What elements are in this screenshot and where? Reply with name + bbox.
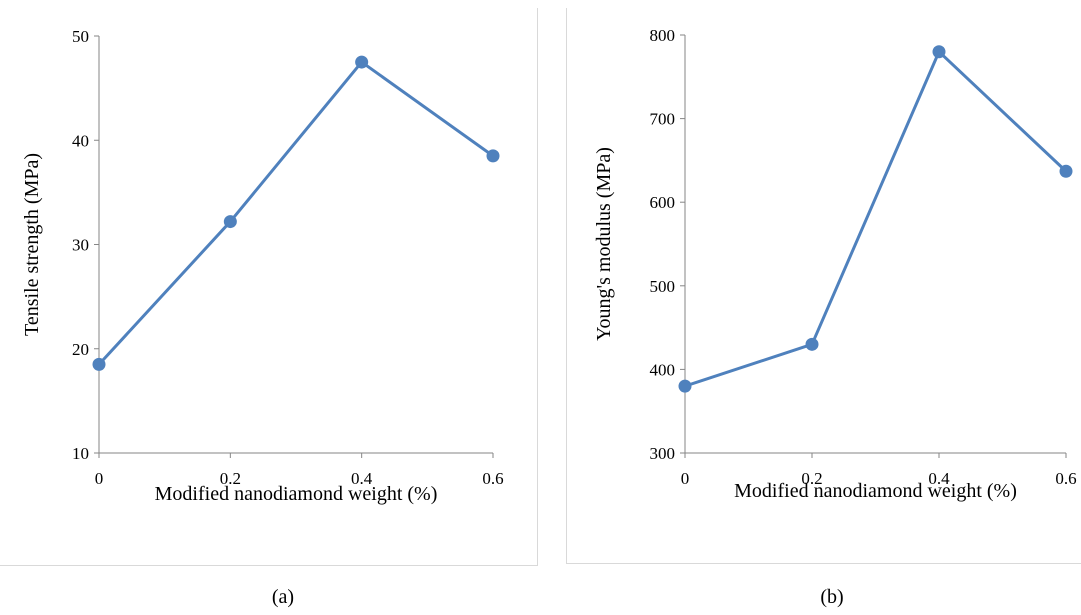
data-point [1059, 164, 1073, 178]
x-tick-label: 0.2 [801, 469, 822, 488]
y-tick-label: 50 [72, 27, 89, 46]
data-point [932, 45, 946, 59]
data-point [486, 149, 500, 163]
youngs-modulus-chart: 300 400 500 600 700 800 0 0.2 0.4 0.6 Modified nan… [593, 26, 1077, 502]
x-tick-label: 0 [681, 469, 690, 488]
y-tick-label: 30 [72, 236, 89, 255]
data-point [805, 337, 819, 351]
series-line [97, 60, 494, 366]
y-tick-label: 40 [72, 131, 89, 150]
x-tick-label: 0 [95, 469, 104, 488]
x-axis-label: Modified nanodiamond weight (%) [155, 483, 438, 505]
series-line [684, 50, 1068, 388]
y-tick-label: 800 [650, 26, 676, 45]
y-tick-label: 500 [650, 277, 676, 296]
x-axis-label: Modified nanodiamond weight (%) [734, 480, 1017, 502]
y-axis-label: Tensile strength (MPa) [21, 153, 43, 336]
y-tick-label: 400 [650, 360, 676, 379]
x-tick-label: 0.6 [1055, 469, 1076, 488]
data-point [92, 357, 106, 371]
tensile-strength-chart: 10 20 30 40 50 0 0.2 0.4 0.6 Modified nanodiamond… [21, 27, 504, 505]
data-point [223, 215, 237, 229]
y-axis-label: Young's modulus (MPa) [593, 147, 615, 341]
caption-a: (a) [271, 586, 295, 608]
y-tick-label: 20 [72, 340, 89, 359]
chart-panel-b [566, 8, 1081, 564]
data-point [678, 379, 692, 393]
y-tick-label: 10 [72, 444, 89, 463]
caption-b: (b) [820, 586, 844, 608]
x-tick-label: 0.4 [351, 469, 373, 488]
y-tick-label: 300 [650, 444, 676, 463]
y-tick-label: 600 [650, 193, 676, 212]
x-tick-label: 0.6 [482, 469, 503, 488]
data-point [355, 55, 369, 69]
chart-panel-a [0, 8, 538, 566]
x-tick-label: 0.4 [928, 469, 950, 488]
x-tick-label: 0.2 [220, 469, 241, 488]
y-tick-label: 700 [650, 110, 676, 129]
